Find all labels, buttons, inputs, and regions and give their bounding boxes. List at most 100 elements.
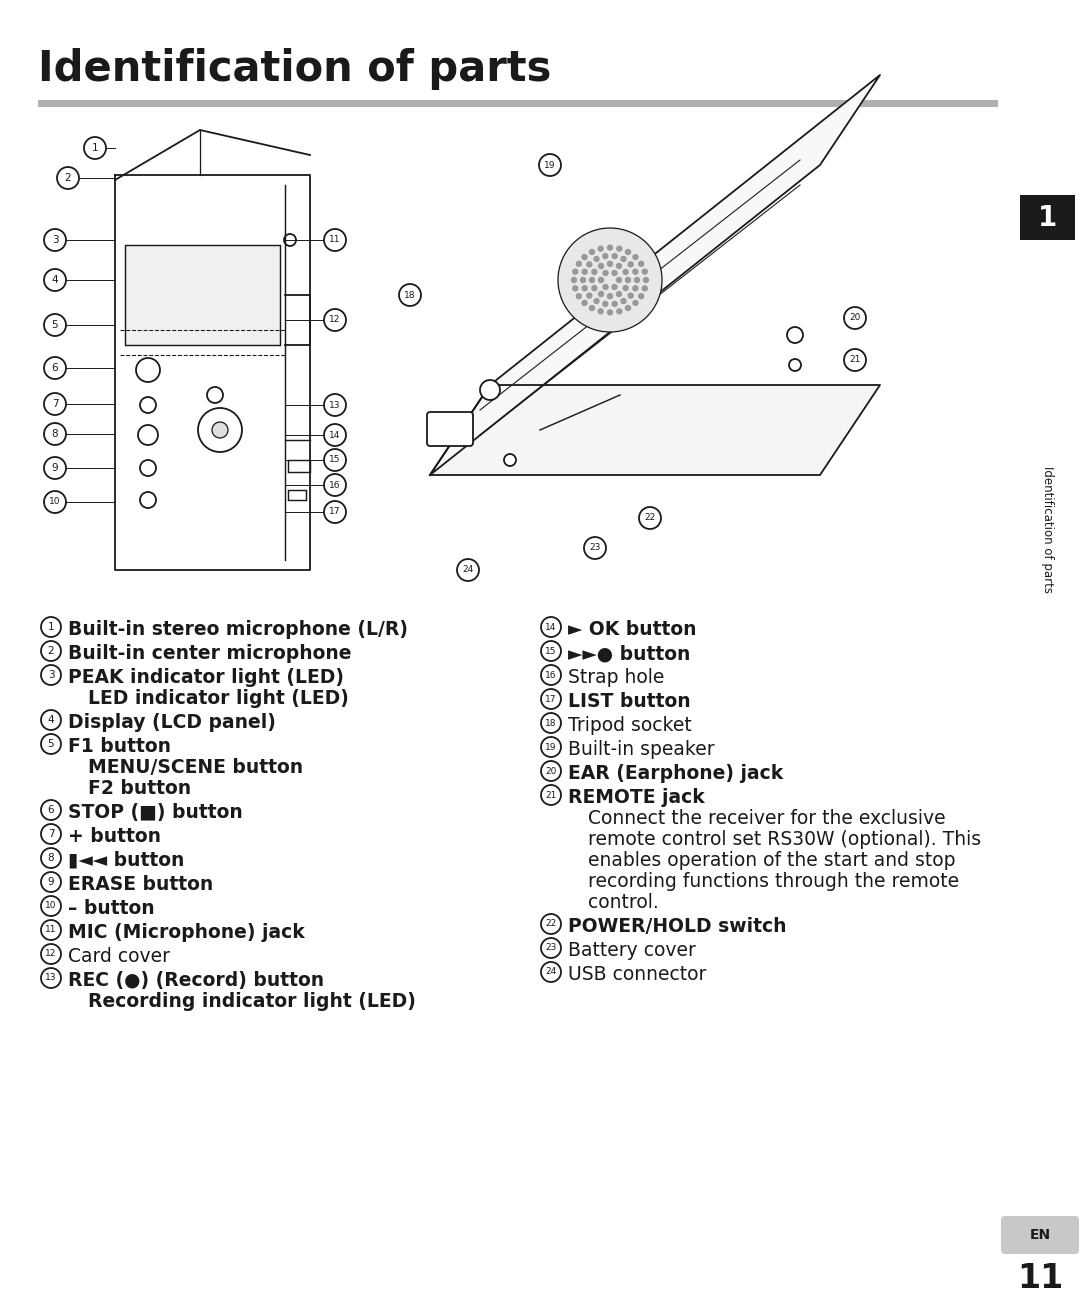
Text: control.: control. (588, 893, 659, 912)
Circle shape (541, 785, 561, 806)
Circle shape (603, 254, 608, 258)
Circle shape (638, 261, 644, 266)
Text: Built-in speaker: Built-in speaker (568, 740, 715, 758)
Text: 21: 21 (849, 355, 861, 364)
Circle shape (577, 293, 581, 299)
Circle shape (539, 155, 561, 176)
Circle shape (41, 617, 60, 637)
Text: Connect the receiver for the exclusive: Connect the receiver for the exclusive (588, 810, 946, 828)
Text: 10: 10 (45, 901, 57, 910)
Text: 6: 6 (52, 363, 58, 373)
Circle shape (136, 358, 160, 383)
Circle shape (586, 293, 592, 299)
Circle shape (638, 293, 644, 299)
Circle shape (207, 386, 222, 403)
Circle shape (607, 245, 612, 250)
Text: 11: 11 (329, 236, 341, 245)
Circle shape (541, 641, 561, 662)
Circle shape (541, 689, 561, 709)
Text: LED indicator light (LED): LED indicator light (LED) (87, 689, 349, 707)
Text: 1: 1 (1038, 203, 1057, 232)
Circle shape (607, 293, 612, 299)
Text: 12: 12 (329, 316, 340, 325)
Circle shape (590, 249, 594, 254)
Text: 8: 8 (48, 853, 54, 863)
Circle shape (41, 734, 60, 755)
Text: 19: 19 (545, 743, 557, 752)
Circle shape (590, 278, 594, 283)
Circle shape (41, 641, 60, 662)
Text: 10: 10 (50, 498, 60, 507)
Circle shape (140, 397, 156, 413)
Circle shape (541, 665, 561, 685)
Circle shape (592, 286, 597, 291)
Circle shape (138, 424, 158, 445)
Circle shape (843, 348, 866, 371)
Text: F2 button: F2 button (87, 779, 191, 798)
Text: 18: 18 (404, 291, 416, 300)
FancyBboxPatch shape (427, 413, 473, 445)
Text: 16: 16 (545, 671, 557, 680)
Circle shape (617, 278, 621, 283)
Text: 24: 24 (462, 566, 474, 575)
Text: remote control set RS30W (optional). This: remote control set RS30W (optional). Thi… (588, 831, 981, 849)
Circle shape (324, 449, 346, 472)
Circle shape (582, 300, 588, 305)
Text: 20: 20 (545, 766, 556, 776)
Text: ▮◄◄ button: ▮◄◄ button (68, 852, 185, 870)
Circle shape (44, 393, 66, 415)
Bar (288, 490, 306, 500)
Text: 4: 4 (52, 275, 58, 286)
Text: LIST button: LIST button (568, 692, 690, 711)
Circle shape (590, 305, 594, 310)
Circle shape (586, 262, 592, 267)
Circle shape (621, 299, 626, 304)
Circle shape (623, 270, 629, 274)
Text: Built-in stereo microphone (L/R): Built-in stereo microphone (L/R) (68, 620, 408, 639)
Text: 15: 15 (545, 647, 557, 655)
Circle shape (639, 507, 661, 529)
Text: Identification of parts: Identification of parts (1041, 466, 1054, 593)
Circle shape (212, 422, 228, 438)
FancyBboxPatch shape (1001, 1216, 1079, 1254)
Circle shape (617, 309, 622, 314)
Circle shape (324, 474, 346, 496)
Circle shape (592, 270, 597, 274)
Circle shape (598, 309, 604, 314)
Text: Identification of parts: Identification of parts (38, 48, 552, 90)
Circle shape (633, 286, 638, 291)
Text: 17: 17 (545, 694, 557, 703)
Circle shape (41, 665, 60, 685)
Circle shape (457, 559, 480, 582)
Circle shape (44, 314, 66, 335)
Circle shape (41, 800, 60, 820)
Text: enables operation of the start and stop: enables operation of the start and stop (588, 852, 956, 870)
Circle shape (633, 300, 638, 305)
Circle shape (623, 286, 629, 291)
Circle shape (399, 284, 421, 307)
Circle shape (140, 460, 156, 476)
Circle shape (629, 293, 633, 299)
Circle shape (44, 358, 66, 379)
Text: 21: 21 (545, 790, 556, 799)
Circle shape (324, 424, 346, 445)
Circle shape (558, 228, 662, 331)
Circle shape (612, 301, 617, 307)
Text: 1: 1 (92, 143, 98, 153)
Circle shape (572, 286, 578, 291)
Circle shape (644, 278, 648, 283)
Circle shape (625, 278, 631, 283)
Circle shape (582, 286, 588, 291)
Circle shape (598, 263, 604, 269)
Text: ►►● button: ►►● button (568, 645, 690, 663)
Circle shape (598, 278, 604, 283)
Circle shape (584, 537, 606, 559)
Text: Display (LCD panel): Display (LCD panel) (68, 713, 275, 732)
Text: EAR (Earphone) jack: EAR (Earphone) jack (568, 764, 783, 783)
Circle shape (843, 307, 866, 329)
Text: 16: 16 (329, 481, 341, 490)
Text: 13: 13 (45, 973, 57, 982)
Circle shape (541, 761, 561, 781)
Text: 19: 19 (544, 161, 556, 169)
Circle shape (541, 713, 561, 734)
